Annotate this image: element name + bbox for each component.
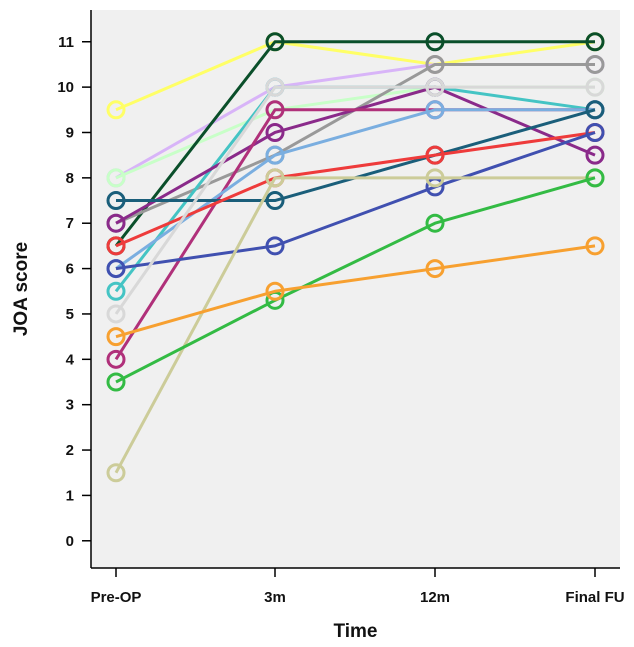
y-tick-label: 0 <box>66 533 74 550</box>
y-tick-label: 8 <box>66 170 74 187</box>
data-point-marker <box>585 77 605 97</box>
y-tick-label: 6 <box>66 261 74 278</box>
data-point-marker <box>585 145 605 165</box>
data-point-marker <box>425 259 445 279</box>
y-tick-label: 10 <box>57 79 74 96</box>
data-point-marker <box>106 304 126 324</box>
data-point-marker <box>425 213 445 233</box>
series-layer <box>106 32 605 483</box>
data-point-marker <box>265 191 285 211</box>
data-point-marker <box>585 122 605 142</box>
series-line <box>115 131 596 248</box>
y-axis-title: JOA score <box>11 242 32 336</box>
data-point-marker <box>106 100 126 120</box>
data-point-marker <box>106 259 126 279</box>
data-point-marker <box>106 236 126 256</box>
series-line <box>114 40 595 247</box>
data-point-marker <box>585 100 605 120</box>
data-point-marker <box>106 168 126 188</box>
series-line <box>114 176 595 474</box>
data-point-marker <box>425 77 445 97</box>
x-tick-label: Pre-OP <box>91 589 142 606</box>
x-axis-title: Time <box>333 621 377 642</box>
data-point-marker <box>106 327 126 347</box>
data-point-marker <box>265 122 285 142</box>
y-tick-label: 9 <box>66 124 74 141</box>
y-tick-label: 1 <box>66 487 74 504</box>
data-point-marker <box>425 100 445 120</box>
series-line <box>114 85 595 315</box>
data-point-marker <box>265 145 285 165</box>
data-point-marker <box>585 236 605 256</box>
y-tick-label: 2 <box>66 442 74 459</box>
series-line <box>115 131 596 271</box>
data-point-marker <box>106 213 126 233</box>
data-point-marker <box>265 236 285 256</box>
series-line <box>115 176 596 384</box>
data-point-marker <box>425 32 445 52</box>
data-point-marker <box>265 281 285 301</box>
y-tick-label: 5 <box>66 306 74 323</box>
y-tick-label: 7 <box>66 215 74 232</box>
data-point-marker <box>265 168 285 188</box>
series-line <box>115 244 596 339</box>
series-group <box>106 168 605 392</box>
data-point-marker <box>585 168 605 188</box>
y-axis-ticks: 0 1 2 3 4 5 6 7 8 9 10 11 <box>57 34 91 550</box>
data-point-marker <box>265 32 285 52</box>
y-tick-label: 4 <box>66 351 75 368</box>
series-line <box>115 40 596 112</box>
data-point-marker <box>106 349 126 369</box>
y-tick-label: 3 <box>66 397 74 414</box>
data-point-marker <box>585 32 605 52</box>
plot-background <box>91 10 620 568</box>
data-point-marker <box>106 372 126 392</box>
x-tick-label: 3m <box>264 589 286 606</box>
series-group <box>106 236 605 347</box>
x-axis-ticks: Pre-OP 3m 12m Final FU <box>91 568 625 606</box>
series-group <box>106 77 605 324</box>
y-tick-label: 11 <box>58 34 74 51</box>
x-tick-label: Final FU <box>565 589 624 606</box>
data-point-marker <box>106 463 126 483</box>
data-point-marker <box>265 100 285 120</box>
x-tick-label: 12m <box>420 589 450 606</box>
data-point-marker <box>106 281 126 301</box>
data-point-marker <box>425 168 445 188</box>
data-point-marker <box>106 191 126 211</box>
data-point-marker <box>265 77 285 97</box>
data-point-marker <box>425 145 445 165</box>
data-point-marker <box>585 54 605 74</box>
data-point-marker <box>425 54 445 74</box>
